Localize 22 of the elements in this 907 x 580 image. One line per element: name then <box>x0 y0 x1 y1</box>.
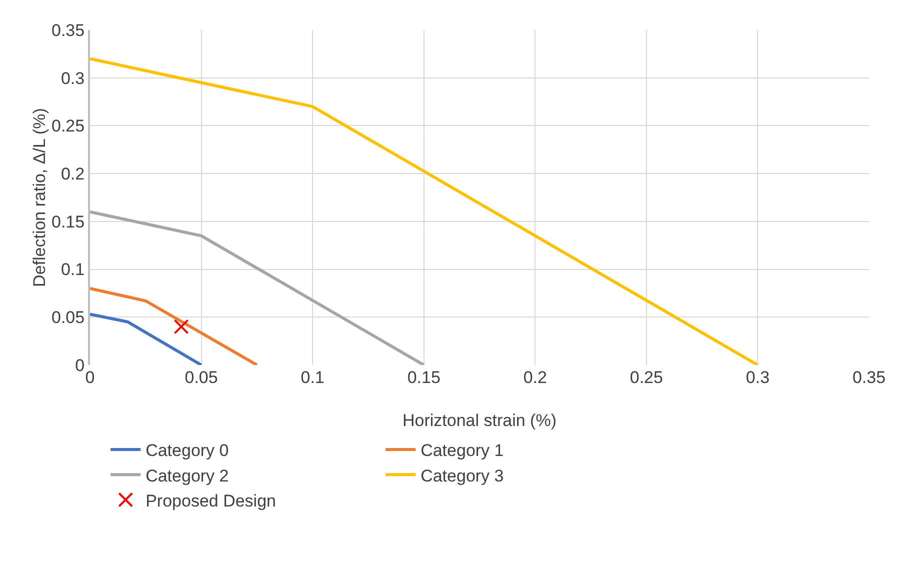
x-tick-label: 0.2 <box>523 368 547 387</box>
y-axis-title: Deflection ratio, Δ/L (%) <box>30 108 49 287</box>
x-tick-label: 0.35 <box>852 368 886 387</box>
y-tick-label: 0.3 <box>60 68 85 88</box>
legend-label: Proposed Design <box>146 491 276 510</box>
y-tick-label: 0.1 <box>60 260 85 280</box>
y-tick-label: 0.25 <box>52 116 85 136</box>
legend-label: Category 1 <box>420 441 504 460</box>
x-tick-label: 0.05 <box>184 368 218 387</box>
y-tick-label: 0 <box>75 356 85 375</box>
legend-label: Category 0 <box>146 441 229 460</box>
x-tick-label: 0.15 <box>407 368 440 387</box>
x-tick-label: 0.3 <box>746 368 770 387</box>
y-tick-label: 0.15 <box>52 212 85 232</box>
x-axis-title: Horiztonal strain (%) <box>402 411 556 430</box>
y-tick-label: 0.05 <box>52 308 85 328</box>
x-tick-label: 0.1 <box>300 368 324 387</box>
y-tick-label: 0.2 <box>60 164 85 184</box>
legend-label: Category 3 <box>420 466 504 486</box>
legend-label: Category 2 <box>146 466 229 486</box>
x-tick-label: 0.25 <box>630 368 663 387</box>
y-tick-label: 0.35 <box>52 20 85 40</box>
